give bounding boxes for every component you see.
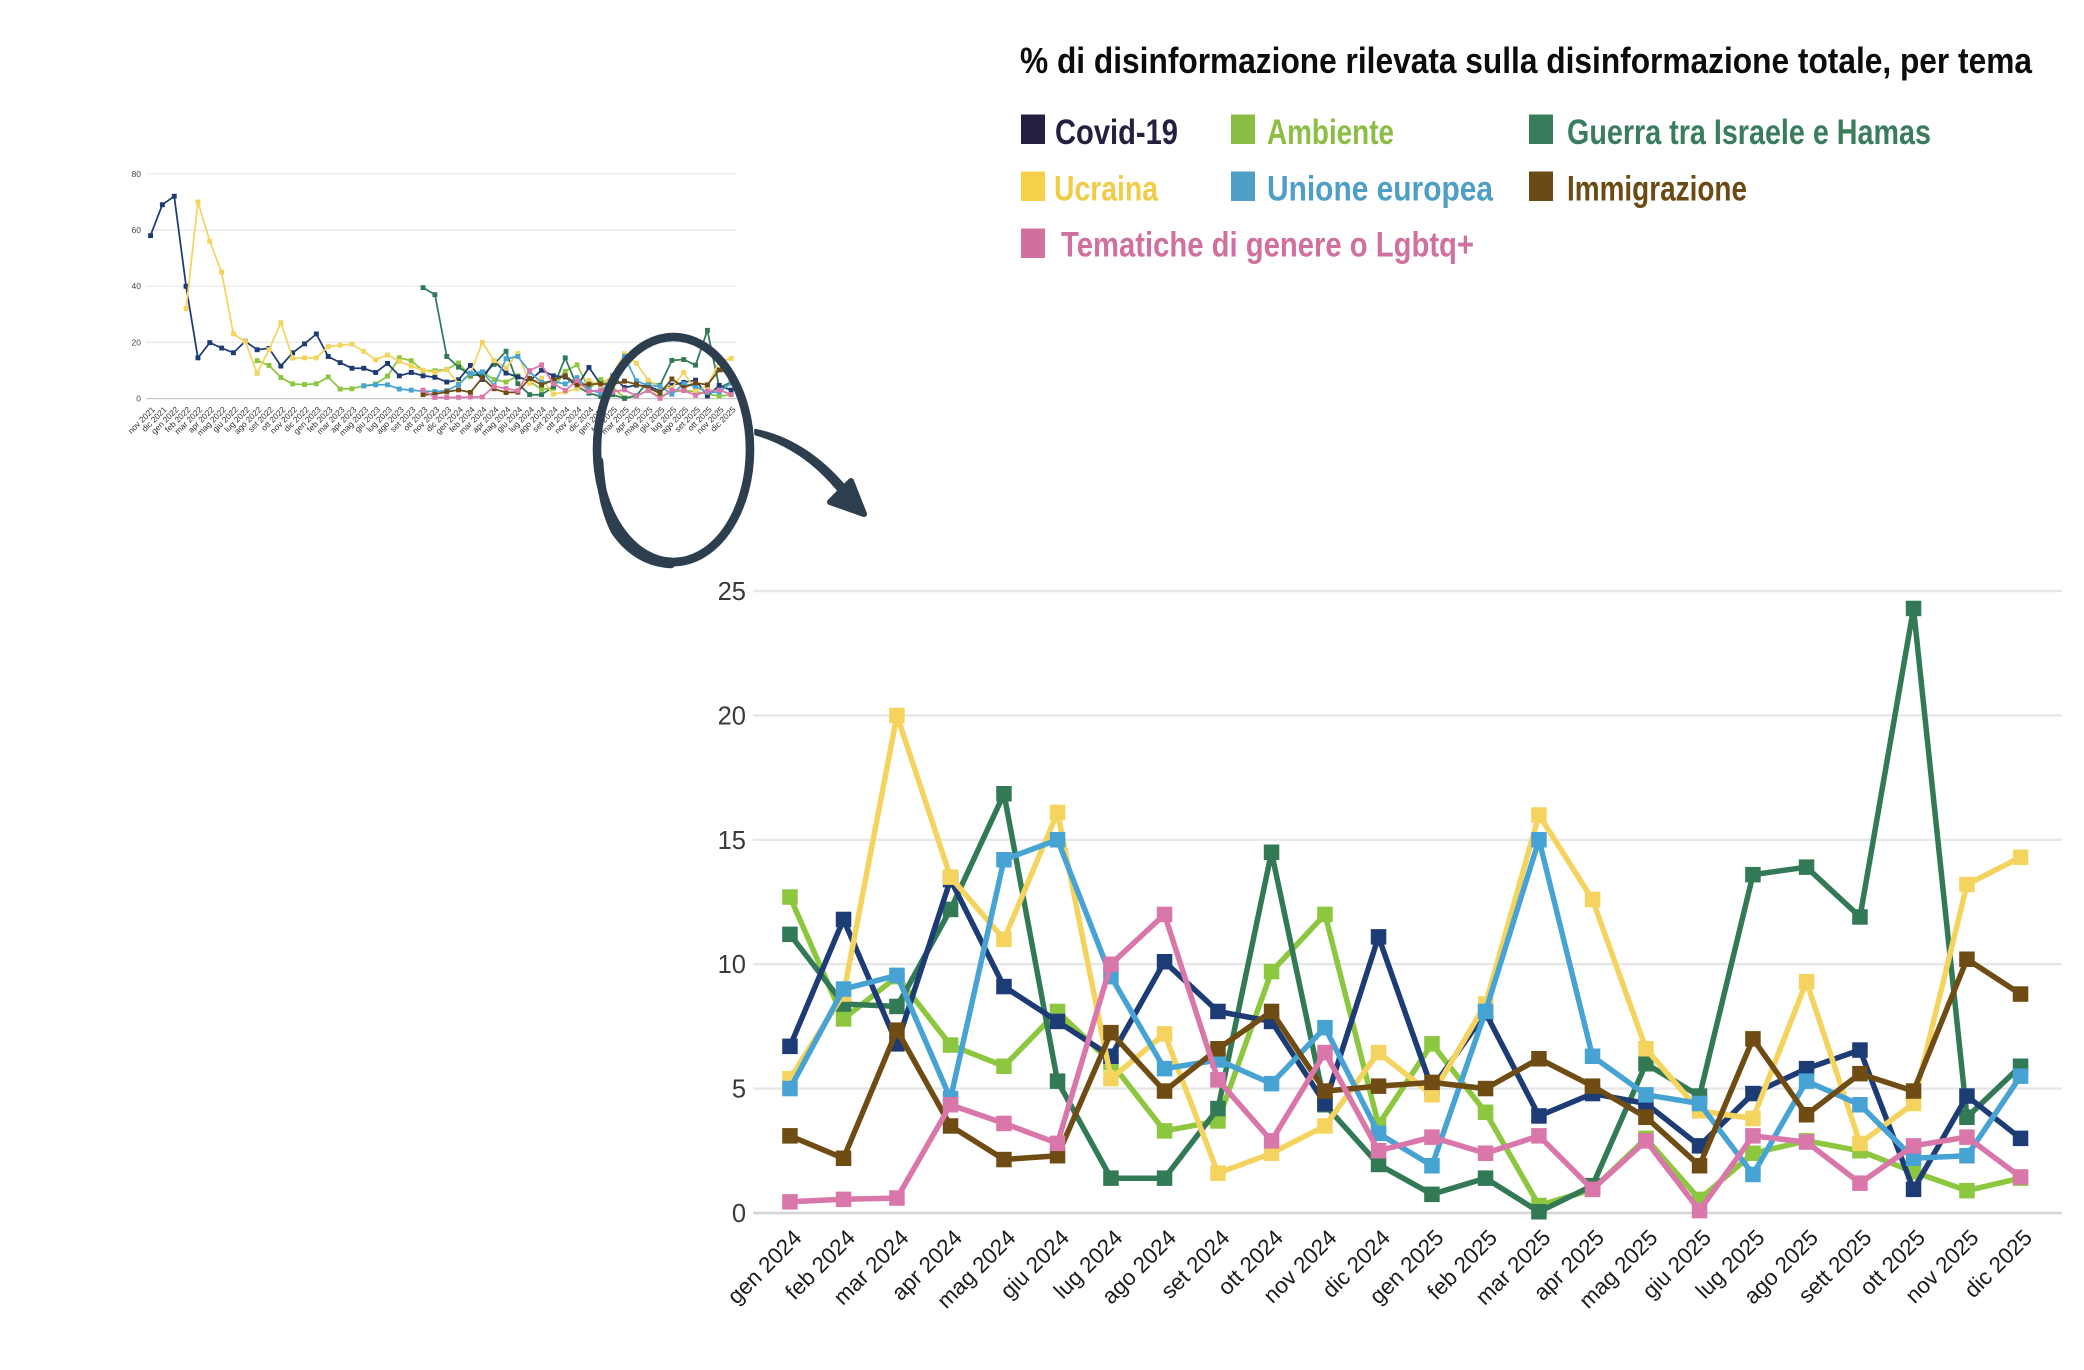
svg-text:20: 20 — [132, 337, 142, 347]
svg-text:5: 5 — [732, 1076, 746, 1104]
svg-text:Guerra tra Israele e Hamas: Guerra tra Israele e Hamas — [1567, 113, 1931, 152]
svg-text:20: 20 — [718, 702, 746, 730]
svg-text:Ambiente: Ambiente — [1267, 113, 1394, 152]
svg-text:10: 10 — [718, 951, 746, 979]
svg-text:Ucraina: Ucraina — [1054, 170, 1158, 209]
svg-text:Unione europea: Unione europea — [1267, 170, 1493, 209]
svg-text:0: 0 — [732, 1200, 746, 1228]
svg-text:25: 25 — [718, 578, 746, 606]
svg-text:Immigrazione: Immigrazione — [1567, 170, 1747, 209]
svg-text:0: 0 — [136, 394, 141, 404]
svg-text:% di disinformazione rilevata: % di disinformazione rilevata sulla disi… — [1020, 40, 2033, 81]
svg-text:Tematiche di genere o Lgbtq+: Tematiche di genere o Lgbtq+ — [1061, 226, 1474, 265]
svg-text:15: 15 — [718, 827, 746, 855]
svg-text:60: 60 — [132, 225, 142, 235]
svg-text:Covid-19: Covid-19 — [1055, 113, 1178, 152]
svg-text:80: 80 — [132, 169, 142, 179]
svg-text:40: 40 — [132, 281, 142, 291]
